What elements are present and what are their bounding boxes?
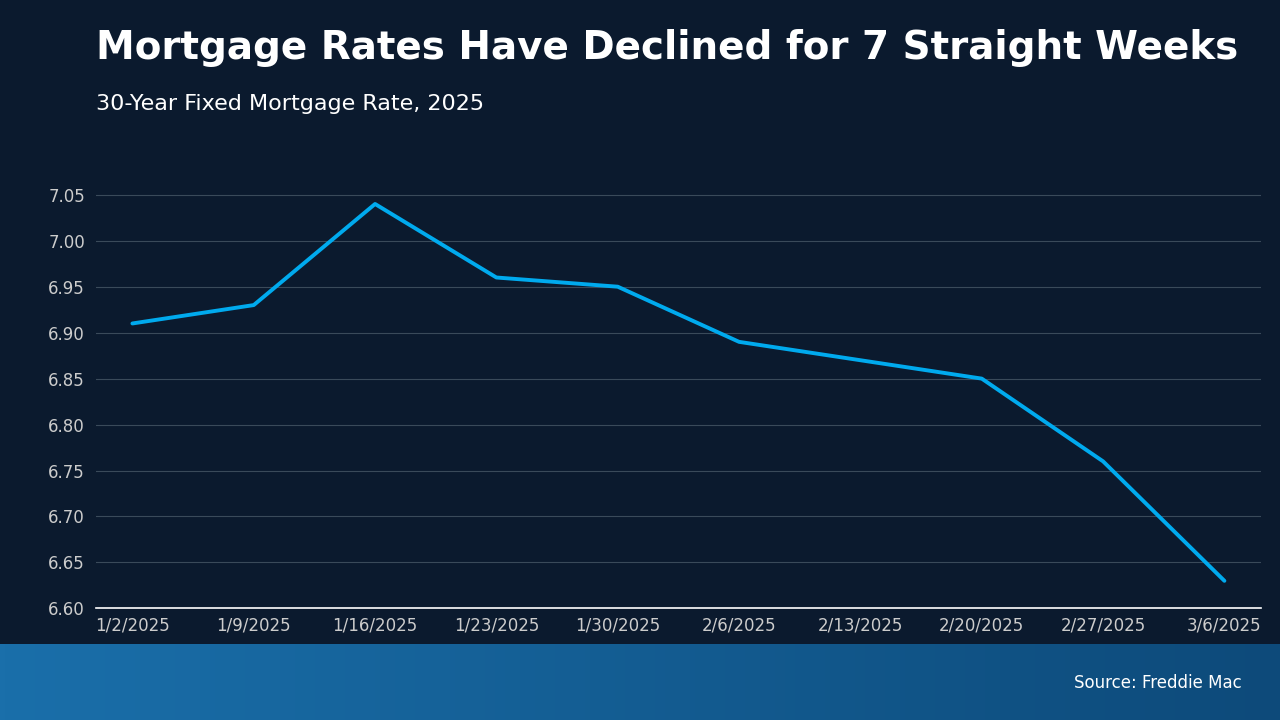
Text: Mortgage Rates Have Declined for 7 Straight Weeks: Mortgage Rates Have Declined for 7 Strai…: [96, 29, 1238, 67]
Text: 30-Year Fixed Mortgage Rate, 2025: 30-Year Fixed Mortgage Rate, 2025: [96, 94, 484, 114]
Text: Source: Freddie Mac: Source: Freddie Mac: [1074, 674, 1242, 691]
